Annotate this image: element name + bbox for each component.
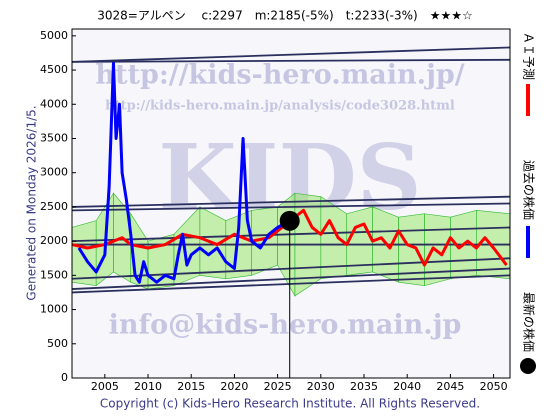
series-line (77, 61, 291, 284)
y-tick-label: 4000 (40, 97, 68, 110)
x-tick-label: 2030 (307, 380, 335, 393)
legend-label: 最新の株価 (522, 292, 537, 352)
x-tick-label: 2025 (264, 380, 292, 393)
legend-marker (520, 358, 536, 374)
latest-marker (279, 210, 300, 231)
y-tick-label: 0 (61, 371, 68, 384)
x-tick-label: 2005 (91, 380, 119, 393)
series-line (71, 208, 508, 267)
y-tick-label: 5000 (40, 29, 68, 42)
trend-line (71, 202, 511, 212)
y-tick-label: 2000 (40, 234, 68, 247)
trend-line (71, 46, 511, 63)
trend-line (71, 267, 511, 290)
y-tick-label: 1500 (40, 268, 68, 281)
chart-title: 3028=アルペン c:2297 m:2185(-5%) t:2233(-3%)… (97, 9, 473, 23)
x-tick-label: 2020 (220, 380, 248, 393)
range-band (398, 213, 425, 286)
trend-line (71, 58, 511, 63)
x-tick-label: 2015 (177, 380, 205, 393)
y-axis-label: Generated on Monday 2026/1/5. (25, 105, 39, 300)
x-tick-label: 2050 (480, 380, 508, 393)
legend-label: ＡＩ予測 (522, 32, 536, 80)
y-tick-label: 1000 (40, 303, 68, 316)
trend-line (71, 257, 511, 280)
y-tick-label: 500 (47, 337, 68, 350)
footer: Copyright (c) Kids-Hero Research Institu… (100, 397, 480, 411)
trend-line (71, 195, 511, 208)
x-tick-label: 2035 (350, 380, 378, 393)
x-tick-label: 2010 (134, 380, 162, 393)
legend-label: 過去の株価 (522, 160, 537, 220)
trend-line (71, 274, 511, 294)
y-tick-label: 3000 (40, 166, 68, 179)
y-tick-label: 4500 (40, 63, 68, 76)
trend-line (71, 226, 511, 243)
watermark: http://kids-hero.main.jp/ (95, 60, 464, 91)
watermark: info@kids-hero.main.jp (109, 310, 462, 341)
y-tick-label: 2500 (40, 200, 68, 213)
plot-frame (71, 28, 511, 379)
range-band (71, 220, 97, 286)
x-tick-label: 2040 (393, 380, 421, 393)
watermark: http://kids-hero.main.jp/analysis/code30… (105, 99, 455, 114)
x-tick-label: 2045 (436, 380, 464, 393)
y-tick-label: 3500 (40, 131, 68, 144)
